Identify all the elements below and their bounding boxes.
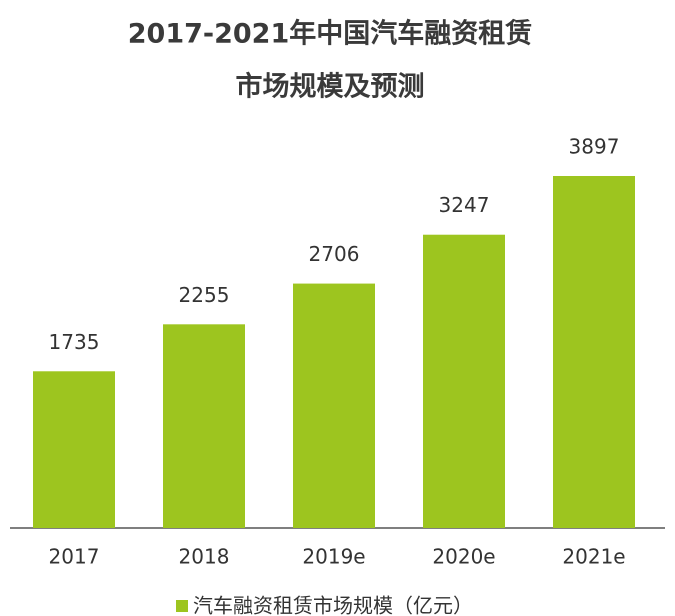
bar (423, 234, 505, 528)
legend-label: 汽车融资租赁市场规模（亿元） (193, 594, 473, 616)
data-label: 1735 (49, 330, 100, 354)
bar (293, 283, 375, 528)
data-label: 3247 (439, 193, 490, 217)
data-label: 3897 (569, 135, 620, 159)
data-label: 2255 (179, 283, 230, 307)
data-label: 2706 (309, 242, 360, 266)
bar (163, 324, 245, 528)
x-tick-label: 2019e (302, 545, 365, 569)
x-tick-label: 2020e (432, 545, 495, 569)
x-tick-label: 2017 (49, 545, 100, 569)
chart-title: 市场规模及预测 (236, 71, 425, 103)
x-tick-label: 2018 (179, 545, 230, 569)
chart-title: 2017-2021年中国汽车融资租赁 (128, 18, 533, 50)
x-tick-label: 2021e (562, 545, 625, 569)
legend-swatch (176, 600, 188, 612)
bar (33, 371, 115, 528)
bar (553, 176, 635, 528)
